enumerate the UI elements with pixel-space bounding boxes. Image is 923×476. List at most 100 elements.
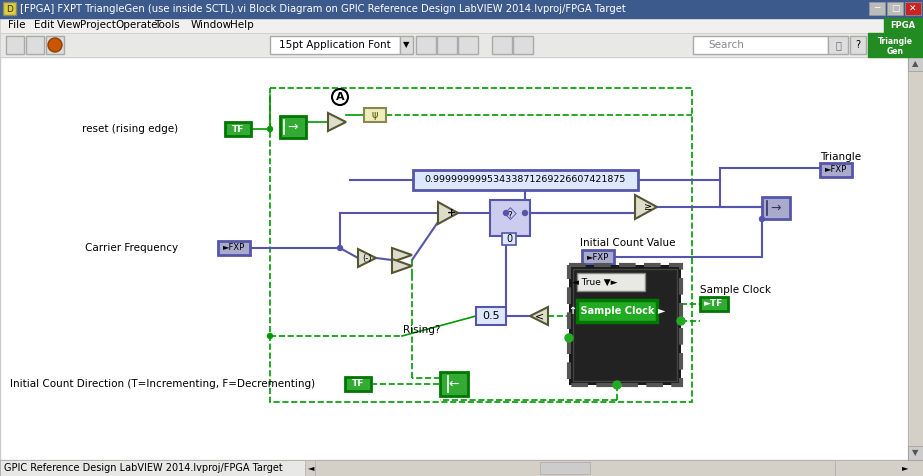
Text: ≥: ≥ — [644, 202, 652, 212]
Bar — [762, 197, 790, 219]
Bar — [868, 33, 923, 57]
Bar — [573, 269, 677, 381]
Text: 0.5: 0.5 — [482, 311, 500, 321]
Bar — [850, 36, 866, 54]
Bar — [513, 36, 533, 54]
Bar — [458, 36, 478, 54]
Text: (-): (-) — [362, 254, 372, 262]
Text: 15pt Application Font: 15pt Application Font — [279, 40, 390, 50]
Bar — [280, 116, 306, 138]
Text: File: File — [8, 20, 26, 30]
Bar — [540, 462, 590, 474]
Text: TF: TF — [232, 125, 245, 133]
Text: Gen: Gen — [886, 47, 904, 56]
Circle shape — [338, 246, 342, 250]
Text: Initial Count Value: Initial Count Value — [580, 238, 676, 248]
Bar — [315, 460, 835, 476]
Polygon shape — [358, 249, 376, 267]
Polygon shape — [530, 307, 548, 325]
Bar — [440, 372, 468, 396]
Bar — [828, 36, 848, 54]
Bar — [0, 460, 923, 476]
Polygon shape — [438, 202, 458, 224]
Text: Initial Count Direction (T=Incrementing, F=Decrementing): Initial Count Direction (T=Incrementing,… — [10, 379, 315, 389]
Text: ►FXP: ►FXP — [587, 252, 609, 261]
Polygon shape — [328, 113, 346, 131]
Text: Carrier Frequency: Carrier Frequency — [85, 243, 178, 253]
Bar — [270, 36, 400, 54]
Bar — [6, 36, 24, 54]
Circle shape — [760, 217, 764, 221]
Bar — [577, 300, 657, 322]
Text: ─: ─ — [874, 4, 880, 13]
Text: ?: ? — [508, 211, 512, 220]
Text: +: + — [448, 208, 457, 218]
Text: FPGA: FPGA — [891, 21, 916, 30]
Bar — [364, 108, 386, 122]
Text: Search: Search — [708, 40, 744, 50]
Text: ▼: ▼ — [912, 448, 918, 457]
Bar — [400, 36, 413, 54]
Text: Tools: Tools — [154, 20, 180, 30]
Bar — [0, 33, 923, 57]
Text: ψ: ψ — [372, 110, 378, 120]
Bar — [225, 122, 251, 136]
Bar — [413, 170, 638, 190]
Text: ←: ← — [449, 377, 460, 390]
Bar — [0, 18, 923, 33]
Bar — [700, 297, 728, 311]
Bar — [502, 233, 516, 245]
Circle shape — [677, 317, 685, 325]
Text: □: □ — [891, 4, 899, 13]
Text: Edit: Edit — [34, 20, 54, 30]
Circle shape — [504, 210, 509, 216]
Text: ↑ Sample Clock ►: ↑ Sample Clock ► — [569, 306, 665, 316]
Text: ✕: ✕ — [909, 4, 917, 13]
Circle shape — [268, 127, 272, 131]
Bar — [884, 18, 923, 33]
Text: ▲: ▲ — [912, 60, 918, 69]
Text: D: D — [6, 4, 13, 13]
Bar — [0, 0, 923, 18]
Text: 0.99999999953433871269226607421875: 0.99999999953433871269226607421875 — [425, 176, 626, 185]
Text: Help: Help — [230, 20, 254, 30]
Text: Window: Window — [191, 20, 232, 30]
Bar — [270, 88, 692, 402]
Bar — [869, 2, 885, 15]
Circle shape — [332, 89, 348, 105]
Bar — [46, 36, 64, 54]
Circle shape — [268, 334, 272, 338]
Bar — [693, 36, 828, 54]
Bar — [569, 265, 681, 385]
Text: reset (rising edge): reset (rising edge) — [82, 124, 178, 134]
Bar — [905, 2, 921, 15]
Text: Operate: Operate — [115, 20, 158, 30]
Text: A: A — [336, 92, 344, 102]
Text: ▼: ▼ — [403, 40, 410, 50]
Bar — [492, 36, 512, 54]
Bar — [0, 57, 908, 460]
Text: ?: ? — [856, 40, 860, 50]
Bar — [437, 36, 457, 54]
Circle shape — [565, 334, 573, 342]
Bar — [887, 2, 903, 15]
Text: Triangle: Triangle — [820, 152, 861, 162]
Circle shape — [48, 38, 62, 52]
Bar — [3, 2, 16, 15]
Text: ◄: ◄ — [308, 464, 315, 473]
Bar — [577, 273, 645, 291]
Text: View: View — [57, 20, 82, 30]
Bar — [908, 57, 923, 71]
Bar — [908, 57, 923, 460]
Polygon shape — [392, 259, 412, 273]
Bar — [0, 460, 305, 476]
Polygon shape — [635, 195, 657, 219]
Bar — [26, 36, 44, 54]
Text: ◇: ◇ — [504, 205, 516, 223]
Circle shape — [522, 210, 528, 216]
Text: ►FXP: ►FXP — [222, 244, 246, 252]
Bar — [820, 163, 852, 177]
Bar — [476, 307, 506, 325]
Bar — [908, 446, 923, 460]
Text: Sample Clock: Sample Clock — [700, 285, 771, 295]
